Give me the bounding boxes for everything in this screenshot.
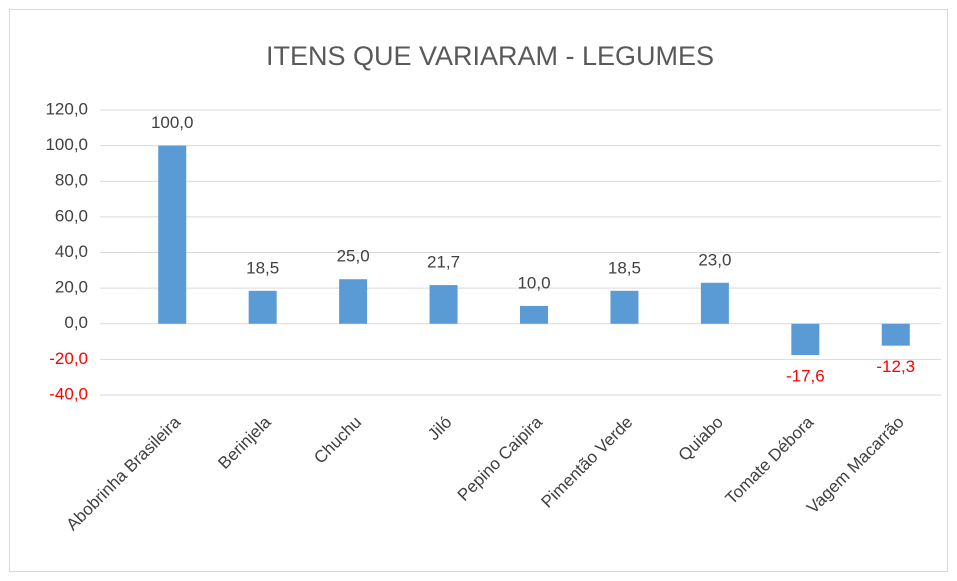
- value-label: 18,5: [246, 258, 279, 277]
- bar: [791, 323, 820, 356]
- value-label: 21,7: [427, 253, 460, 272]
- y-tick-label: 20,0: [55, 278, 88, 297]
- bar: [520, 305, 548, 324]
- value-label: 25,0: [337, 247, 370, 266]
- y-tick-label: 40,0: [55, 242, 88, 261]
- value-label: -12,3: [876, 357, 915, 376]
- y-tick-label: 100,0: [45, 135, 88, 154]
- y-tick-label: 60,0: [55, 206, 88, 225]
- y-tick-label: 120,0: [45, 99, 88, 118]
- value-label: 18,5: [608, 258, 641, 277]
- bar: [429, 285, 458, 324]
- bar: [610, 290, 639, 324]
- bar: [248, 290, 277, 324]
- bar: [158, 145, 187, 324]
- value-label: 10,0: [517, 273, 550, 292]
- y-tick-label: 0,0: [64, 313, 88, 332]
- chart-title: ITENS QUE VARIARAM - LEGUMES: [266, 41, 714, 71]
- bar: [881, 323, 910, 346]
- bar: [700, 282, 729, 324]
- y-tick-label: -20,0: [49, 349, 88, 368]
- y-tick-label: -40,0: [49, 384, 88, 403]
- y-tick-label: 80,0: [55, 171, 88, 190]
- value-label: 100,0: [151, 113, 194, 132]
- bar: [339, 279, 368, 324]
- value-label: -17,6: [786, 367, 825, 386]
- value-label: 23,0: [698, 250, 731, 269]
